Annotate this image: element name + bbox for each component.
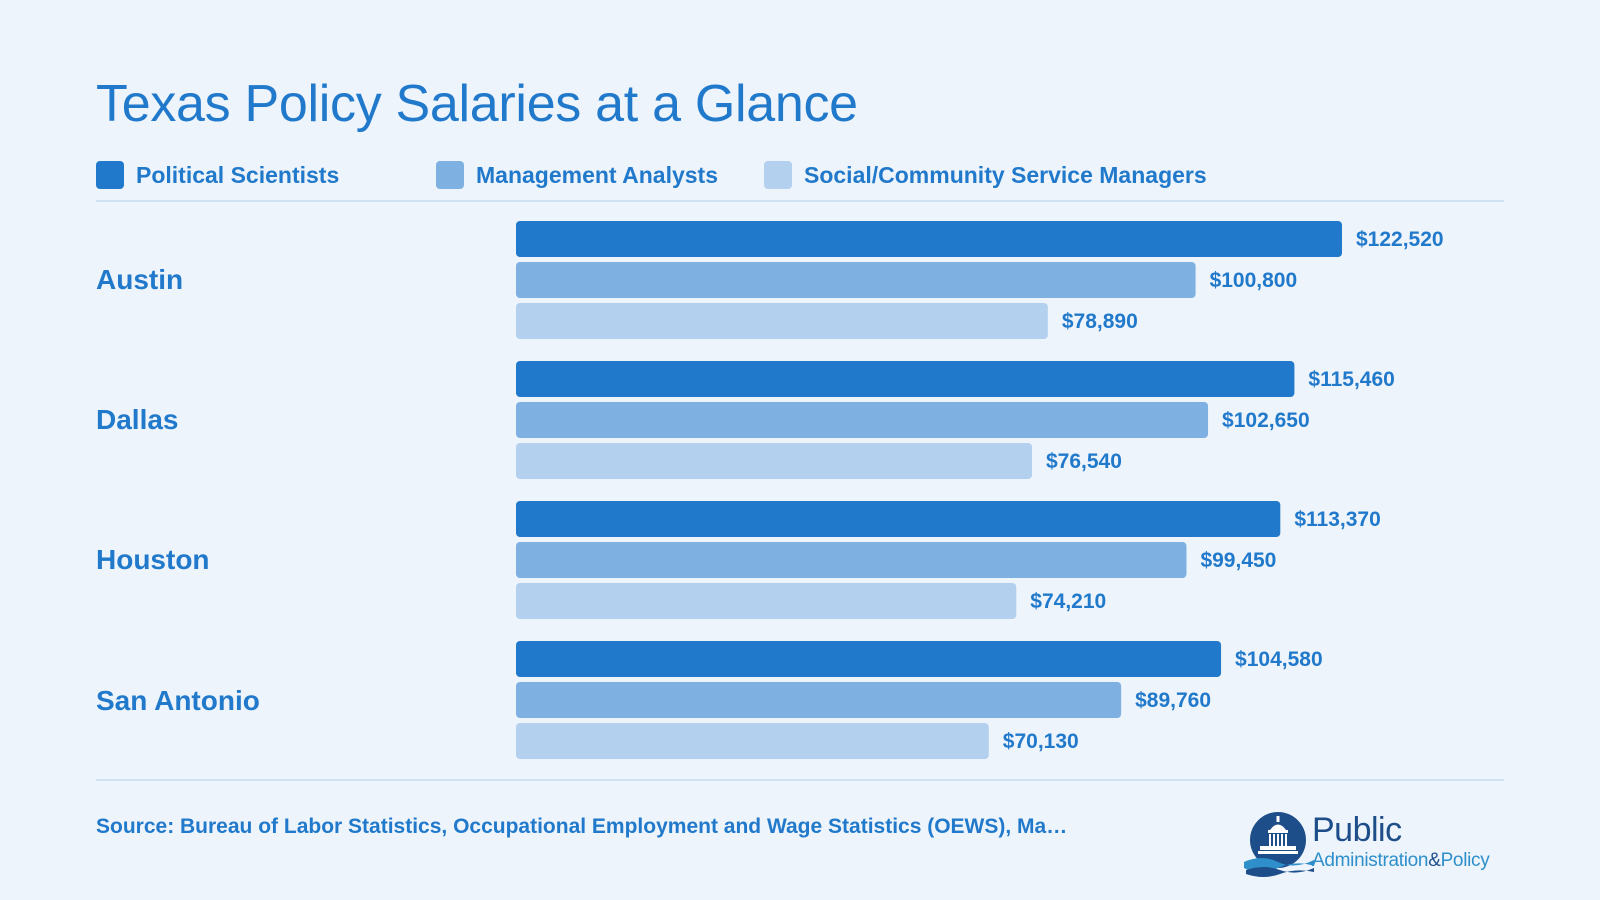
bar-san-antonio-management-analysts — [516, 682, 1122, 718]
value-label-dallas-political-scientists: $115,460 — [1308, 368, 1394, 391]
value-label-austin-management-analysts: $100,800 — [1210, 269, 1298, 292]
bar-dallas-management-analysts — [516, 402, 1209, 438]
value-label-dallas-management-analysts: $102,650 — [1222, 409, 1310, 432]
value-label-houston-management-analysts: $99,450 — [1200, 549, 1276, 572]
category-label-austin: Austin — [96, 264, 184, 295]
value-label-houston-social-community-service-managers: $74,210 — [1030, 590, 1106, 613]
bar-houston-management-analysts — [516, 542, 1187, 578]
bar-austin-social-community-service-managers — [516, 303, 1048, 339]
logo-text-public: Public — [1312, 811, 1402, 849]
legend-item-political-scientists: Political Scientists — [96, 160, 339, 190]
logo-text-policy: Policy — [1440, 850, 1490, 871]
publisher-logo: Public Administration&Policy — [1244, 808, 1512, 880]
category-label-dallas: Dallas — [96, 404, 179, 435]
source-note: Source: Bureau of Labor Statistics, Occu… — [96, 815, 1068, 838]
category-label-houston: Houston — [96, 544, 210, 575]
legend-swatch-management-analysts — [436, 161, 464, 189]
bar-dallas-social-community-service-managers — [516, 443, 1033, 479]
value-label-san-antonio-social-community-service-managers: $70,130 — [1003, 730, 1079, 753]
category-label-san-antonio: San Antonio — [96, 685, 260, 716]
legend-label-social-community-service-managers: Social/Community Service Managers — [804, 161, 1207, 188]
logo-text-administration: Administration — [1312, 850, 1429, 871]
bar-san-antonio-social-community-service-managers — [516, 723, 989, 759]
value-label-houston-political-scientists: $113,370 — [1294, 508, 1380, 531]
legend-item-management-analysts: Management Analysts — [436, 160, 718, 190]
capitol-dome-icon — [1244, 812, 1314, 877]
bar-san-antonio-political-scientists — [516, 641, 1222, 677]
legend-label-political-scientists: Political Scientists — [136, 161, 340, 188]
bar-houston-political-scientists — [516, 501, 1281, 537]
bar-dallas-political-scientists — [516, 361, 1295, 397]
value-label-san-antonio-management-analysts: $89,760 — [1135, 689, 1211, 712]
legend-swatch-political-scientists — [96, 161, 124, 189]
bar-houston-social-community-service-managers — [516, 583, 1017, 619]
legend-item-social-community-service-managers: Social/Community Service Managers — [764, 160, 1207, 190]
value-label-san-antonio-political-scientists: $104,580 — [1235, 648, 1323, 671]
footer-divider — [96, 779, 1504, 781]
bar-austin-management-analysts — [516, 262, 1196, 298]
bar-austin-political-scientists — [516, 221, 1342, 257]
value-label-austin-social-community-service-managers: $78,890 — [1062, 310, 1138, 333]
logo-text-administration-policy: Administration&Policy — [1312, 850, 1490, 872]
value-label-dallas-social-community-service-managers: $76,540 — [1046, 450, 1122, 473]
header-divider — [96, 200, 1504, 202]
legend-swatch-social-community-service-managers — [764, 161, 792, 189]
logo-text-ampersand: & — [1428, 850, 1441, 871]
value-label-austin-political-scientists: $122,520 — [1356, 228, 1444, 251]
chart-title: Texas Policy Salaries at a Glance — [96, 75, 858, 133]
legend-label-management-analysts: Management Analysts — [476, 161, 718, 188]
